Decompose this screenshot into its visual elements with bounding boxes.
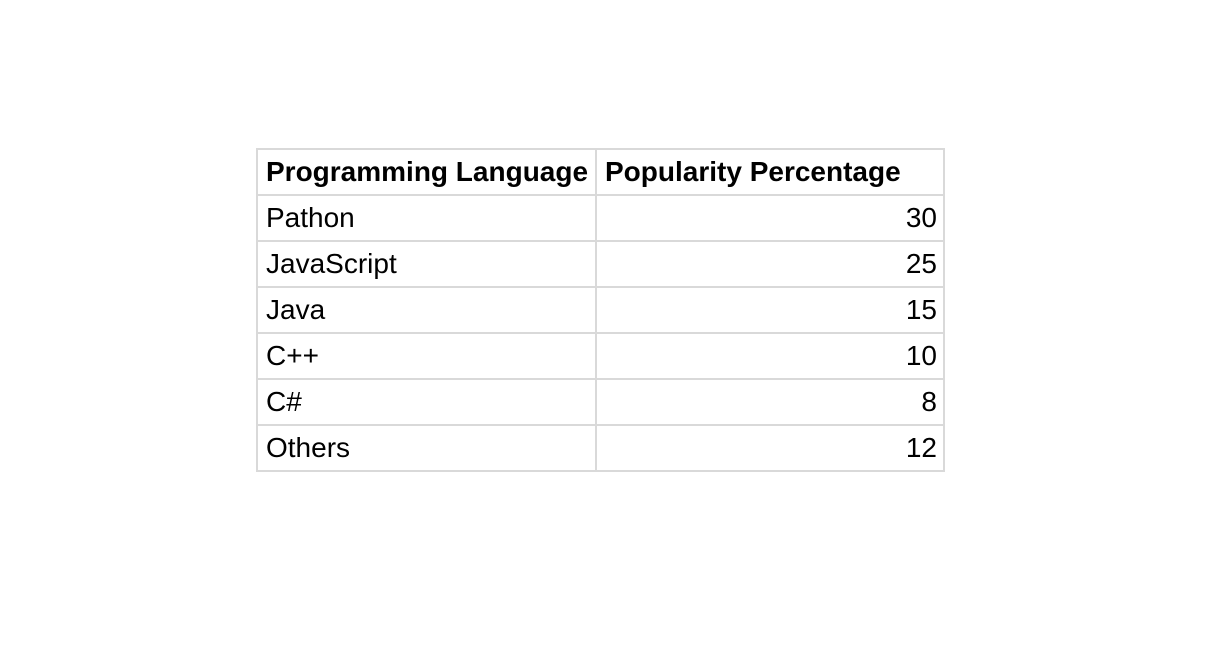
table-row: C++ 10 <box>256 332 945 380</box>
language-cell[interactable]: Pathon <box>256 194 597 242</box>
table-row: C# 8 <box>256 378 945 426</box>
language-cell[interactable]: Java <box>256 286 597 334</box>
language-cell[interactable]: Others <box>256 424 597 472</box>
header-cell-percentage[interactable]: Popularity Percentage <box>595 148 945 196</box>
percentage-cell[interactable]: 8 <box>595 378 945 426</box>
percentage-cell[interactable]: 12 <box>595 424 945 472</box>
table-row: Pathon 30 <box>256 194 945 242</box>
spreadsheet-table: Programming Language Popularity Percenta… <box>256 148 945 472</box>
header-row: Programming Language Popularity Percenta… <box>256 148 945 196</box>
language-cell[interactable]: C# <box>256 378 597 426</box>
language-cell[interactable]: JavaScript <box>256 240 597 288</box>
language-cell[interactable]: C++ <box>256 332 597 380</box>
header-cell-language[interactable]: Programming Language <box>256 148 597 196</box>
percentage-cell[interactable]: 25 <box>595 240 945 288</box>
percentage-cell[interactable]: 15 <box>595 286 945 334</box>
table-row: Java 15 <box>256 286 945 334</box>
table-row: Others 12 <box>256 424 945 472</box>
percentage-cell[interactable]: 10 <box>595 332 945 380</box>
percentage-cell[interactable]: 30 <box>595 194 945 242</box>
table-row: JavaScript 25 <box>256 240 945 288</box>
